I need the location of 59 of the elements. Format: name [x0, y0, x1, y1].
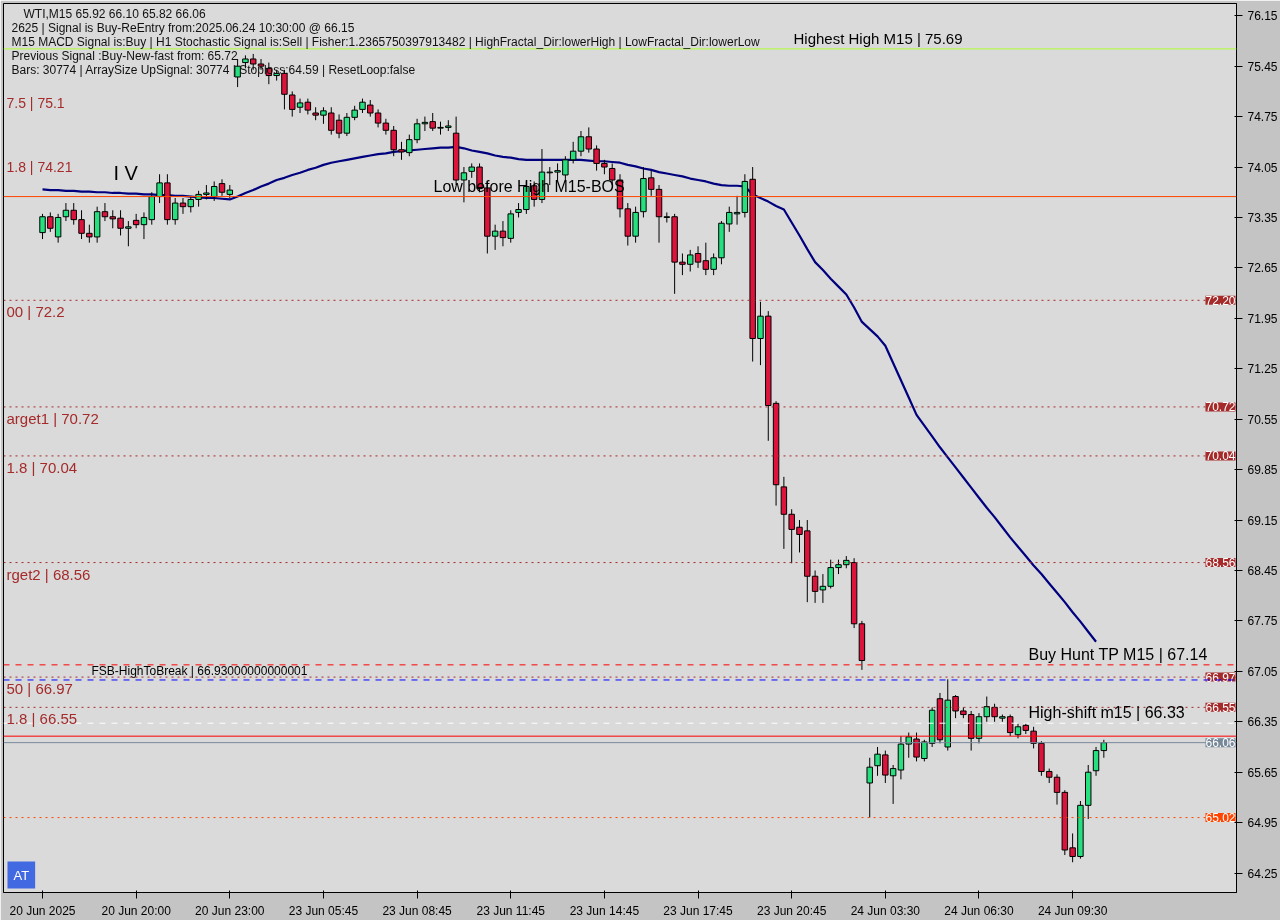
annotation: Previous Signal :Buy-New-fast from: 65.72 [11, 48, 238, 63]
x-tick-label: 23 Jun 11:45 [476, 903, 546, 918]
x-tick-label: 23 Jun 14:45 [569, 903, 640, 918]
y-tick-label: 65.65 [1247, 765, 1278, 780]
y-tick-label: 71.95 [1247, 311, 1278, 326]
y-tick-label: 64.95 [1247, 816, 1278, 831]
y-tick-label: 67.75 [1247, 614, 1278, 629]
y-tick-label: 69.15 [1247, 513, 1278, 528]
y-tick-label: 72.65 [1247, 261, 1278, 276]
annotation: rget2 | 68.56 [6, 565, 91, 583]
annotation: 00 | 72.2 [6, 303, 65, 321]
y-tick-label: 67.05 [1247, 664, 1278, 679]
annotation: 2625 | Signal is Buy-ReEntry from:2025.06.24 10:30:00 @ 66.15 [11, 20, 355, 35]
y-tick-label: 76.15 [1247, 9, 1278, 24]
ref-line-label: 72.20 [1205, 293, 1236, 308]
annotation: 1.8 | 70.04 [6, 458, 78, 476]
annotation: WTI,M15 65.92 66.10 65.82 66.06 [23, 6, 206, 21]
ref-line-label: 66.55 [1205, 700, 1236, 715]
annotation: High-shift m15 | 66.33 [1028, 704, 1185, 722]
x-tick-label: 24 Jun 09:30 [1037, 903, 1108, 918]
ref-line-label: 70.72 [1205, 400, 1236, 415]
x-tick-label: 23 Jun 05:45 [288, 903, 359, 918]
y-tick-label: 70.55 [1247, 412, 1278, 427]
candlestick [819, 573, 827, 604]
x-tick-label: 23 Jun 20:45 [756, 903, 827, 918]
x-tick-label: 20 Jun 2025 [9, 903, 76, 918]
annotation: FSB-HighToBreak | 66.93000000000001 [91, 663, 308, 678]
text: AT [13, 867, 30, 883]
annotation: Highest High M15 | 75.69 [793, 29, 963, 47]
ref-line-label: 66.97 [1205, 670, 1236, 685]
candlestick [811, 569, 819, 604]
annotation: I V [113, 161, 139, 184]
x-tick-label: 23 Jun 08:45 [382, 903, 453, 918]
annotation: 1.8 | 66.55 [6, 710, 78, 728]
y-tick-label: 71.25 [1247, 362, 1278, 377]
annotation: 1.8 | 74.21 [6, 158, 73, 175]
y-tick-label: 68.45 [1247, 563, 1278, 578]
y-tick-label: 66.35 [1247, 715, 1278, 730]
annotation: Buy Hunt TP M15 | 67.14 [1028, 645, 1208, 663]
y-tick-label: 75.45 [1247, 59, 1278, 74]
ref-line-label: 70.04 [1205, 449, 1236, 464]
candlestick [866, 757, 873, 819]
y-tick-label: 69.85 [1247, 463, 1278, 478]
y-tick-label: 74.75 [1247, 110, 1278, 125]
y-tick-label: 73.35 [1247, 210, 1278, 225]
ref-line-label: 68.56 [1205, 556, 1236, 571]
annotation: M15 MACD Signal is:Buy | H1 Stochastic Signal is:Sell | Fisher:1.2365750397913482 | HighFractal_Dir:lowerHigh | LowFractal_Dir:lowerLow [11, 34, 760, 49]
annotation: 50 | 66.97 [6, 680, 73, 698]
annotation: arget1 | 70.72 [6, 409, 99, 427]
y-tick-label: 64.25 [1247, 866, 1278, 881]
ref-line-label: 65.02 [1205, 811, 1236, 826]
x-tick-label: 24 Jun 03:30 [850, 903, 921, 918]
x-tick-label: 23 Jun 17:45 [663, 903, 734, 918]
annotation: 7.5 | 75.1 [6, 94, 65, 111]
x-tick-label: 20 Jun 23:00 [195, 903, 265, 918]
ref-line-label: 66.06 [1205, 736, 1236, 751]
y-tick-label: 74.05 [1247, 160, 1278, 175]
x-tick-label: 24 Jun 06:30 [944, 903, 1014, 918]
x-tick-label: 20 Jun 20:00 [101, 903, 172, 918]
